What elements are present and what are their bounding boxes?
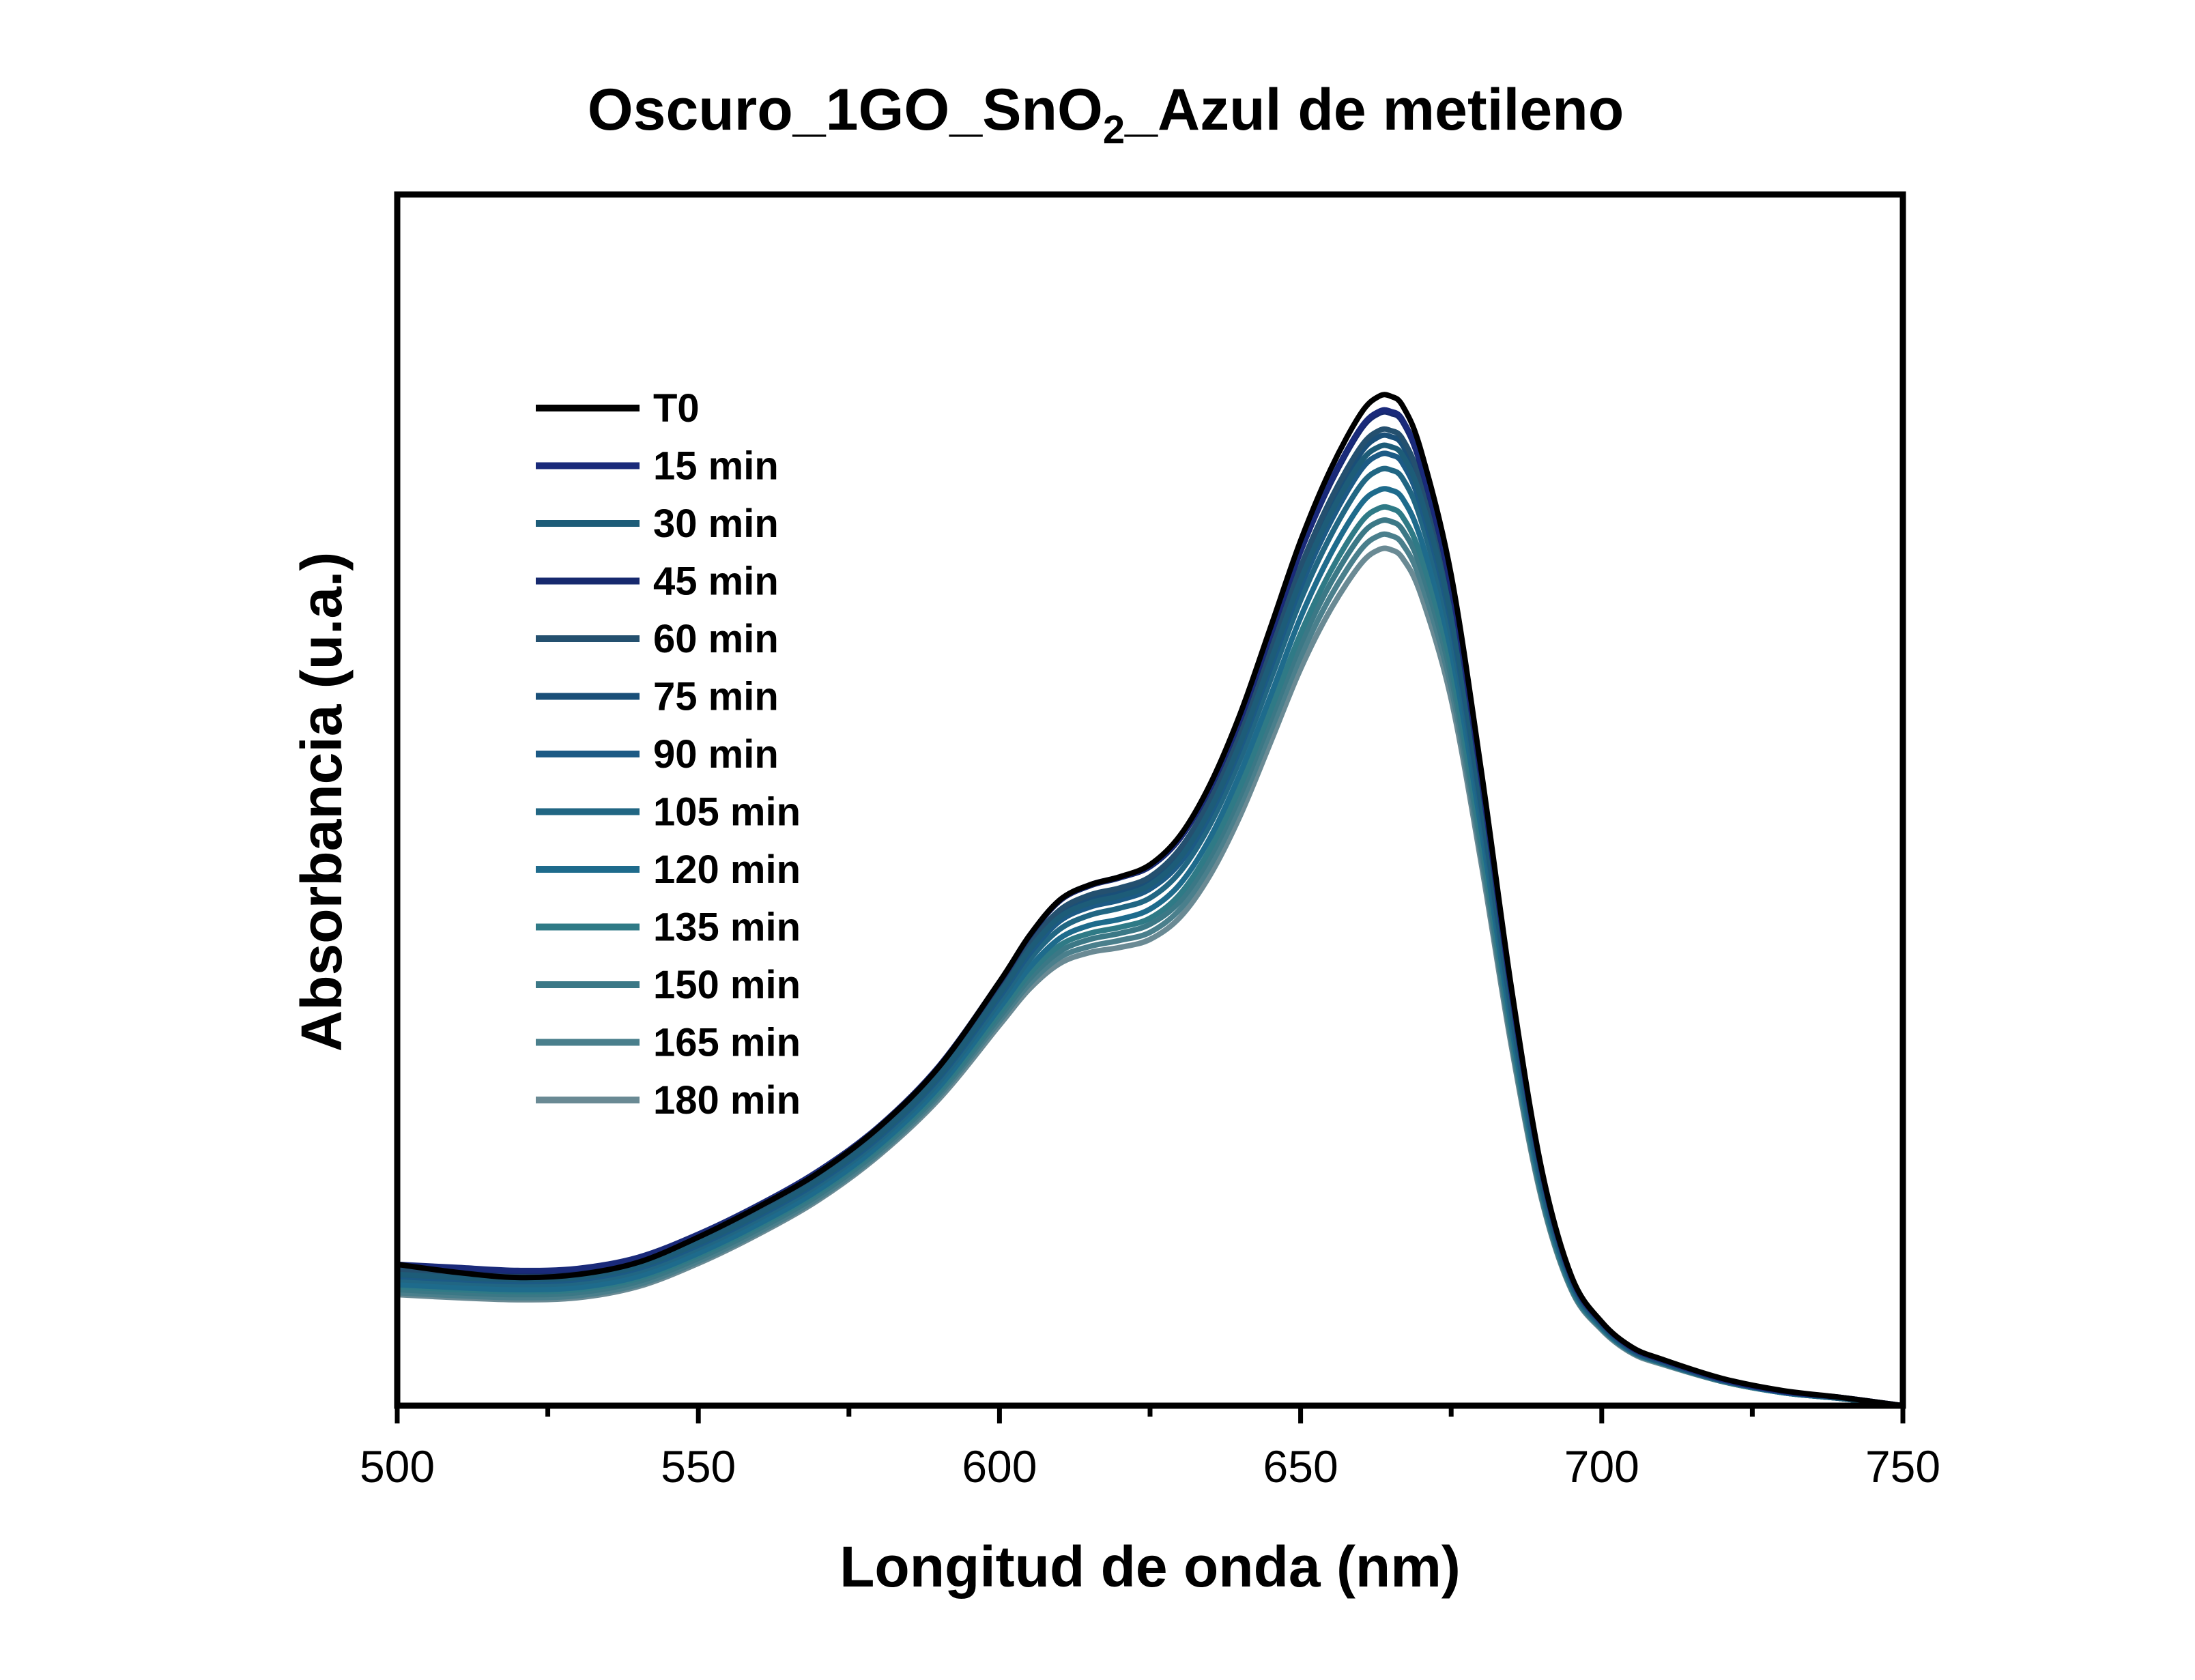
legend-label: 105 min	[653, 790, 801, 835]
y-axis-title: Absorbancia (u.a.)	[289, 552, 354, 1052]
legend-label: 60 min	[653, 617, 779, 661]
legend: T0 15 min 30 min 45 min 60 min 75 min 90 min 10…	[536, 386, 801, 1123]
legend-label: 15 min	[653, 444, 779, 489]
x-axis-ticks: 500 550 600 650 700 750	[360, 1406, 1940, 1492]
plot-frame	[394, 191, 1906, 1409]
legend-label: T0	[653, 386, 700, 431]
legend-label: 150 min	[653, 963, 801, 1007]
legend-label: 120 min	[653, 848, 801, 892]
plot-lines	[397, 392, 1904, 1408]
x-tick-label: 550	[661, 1441, 736, 1492]
chart-title: Oscuro_1GO_SnO2_Azul de metileno	[588, 77, 1624, 152]
series-line-t0	[397, 392, 1904, 1408]
legend-label: 165 min	[653, 1021, 801, 1065]
legend-label: 30 min	[653, 502, 779, 546]
x-tick-label: 650	[1263, 1441, 1338, 1492]
legend-label: 45 min	[653, 560, 779, 604]
legend-label: 180 min	[653, 1078, 801, 1123]
x-axis-title: Longitud de onda (nm)	[840, 1535, 1461, 1599]
x-tick-label: 750	[1865, 1441, 1940, 1492]
x-tick-label: 500	[360, 1441, 435, 1492]
legend-label: 135 min	[653, 906, 801, 950]
legend-label: 90 min	[653, 732, 779, 777]
x-tick-label: 600	[962, 1441, 1037, 1492]
legend-label: 75 min	[653, 675, 779, 719]
x-tick-label: 700	[1564, 1441, 1639, 1492]
